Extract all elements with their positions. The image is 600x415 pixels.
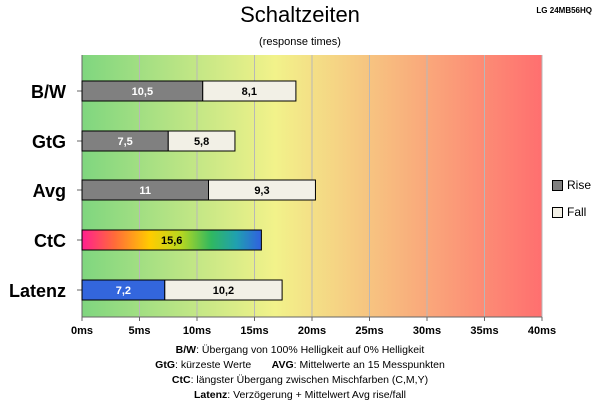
bar-value-label: 15,6: [161, 235, 182, 247]
model-label: LG 24MB56HQ: [536, 6, 592, 15]
note-gtg-avg: GtG: kürzeste Werte AVG: Mittelwerte an …: [155, 359, 445, 371]
legend-swatch-fall: [552, 207, 563, 219]
chart-subtitle: (response times): [259, 36, 341, 48]
chart-area: 0ms 5ms 10ms 15ms 20ms 25ms 30ms 35ms 40ms B/W GtG…: [9, 55, 556, 337]
footnotes: B/W: Übergang von 100% Helligkeit auf 0%…: [0, 343, 600, 403]
note-bw: B/W: Übergang von 100% Helligkeit auf 0%…: [175, 344, 425, 356]
bar-value-label: 11: [139, 185, 151, 197]
legend-item-rise: Rise: [552, 178, 591, 192]
bar-value-label: 10,2: [213, 285, 234, 297]
x-tick-label: 20ms: [298, 325, 326, 337]
bar-fall: [164, 279, 283, 301]
legend-swatch-rise: [552, 180, 563, 192]
legend-item-fall: Fall: [552, 205, 586, 219]
x-tick-label: 5ms: [128, 325, 150, 337]
x-tick-label: 35ms: [470, 325, 498, 337]
legend-label-rise: Rise: [567, 178, 592, 192]
x-tick-label: 10ms: [183, 325, 211, 337]
x-tick-label: 25ms: [355, 325, 383, 337]
bar-fall: [202, 80, 297, 102]
bar-value-label: 9,3: [254, 185, 269, 197]
legend-label-fall: Fall: [567, 205, 587, 219]
bar-value-label: 7,5: [117, 136, 132, 148]
bar-ctc-main: [81, 229, 262, 251]
note-ctc: CtC: längster Übergang zwischen Mischfar…: [171, 374, 429, 386]
bar-fall: [208, 179, 316, 201]
bar-value-label: 8,1: [242, 86, 257, 98]
x-tick-label: 40ms: [528, 325, 556, 337]
bar-value-label: 10,5: [132, 86, 153, 98]
category-label: Latenz: [9, 281, 66, 301]
note-latenz: Latenz: Verzögerung + Mittelwert Avg ris…: [194, 389, 406, 401]
category-label: GtG: [32, 132, 66, 152]
x-tick-label: 30ms: [413, 325, 441, 337]
bar-value-label: 5,8: [194, 136, 209, 148]
chart-title: Schaltzeiten: [240, 2, 360, 27]
x-tick-label: 15ms: [240, 325, 268, 337]
category-label: Avg: [33, 181, 66, 201]
bar-value-label: 7,2: [116, 285, 131, 297]
category-label: B/W: [31, 82, 66, 102]
bar-fall: [167, 130, 236, 152]
category-label: CtC: [34, 231, 66, 251]
x-tick-label: 0ms: [71, 325, 93, 337]
